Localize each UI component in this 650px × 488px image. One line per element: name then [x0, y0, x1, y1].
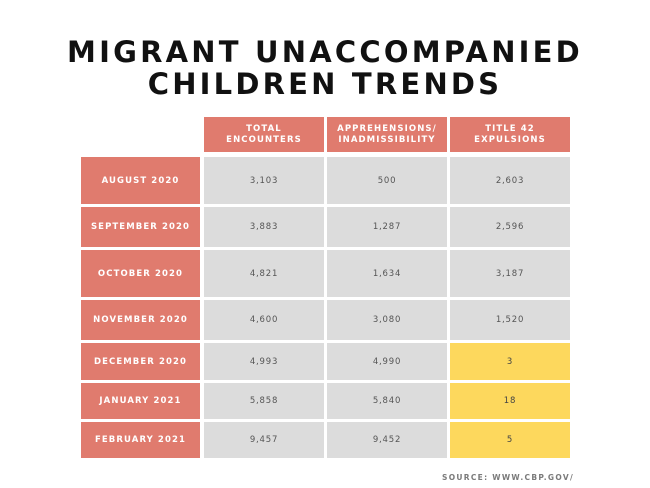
- table-cell: 5,858: [204, 383, 324, 419]
- column-header-line-2: INADMISSIBILITY: [338, 134, 436, 145]
- source-note: SOURCE: WWW.CBP.GOV/: [442, 473, 574, 482]
- table-cell-highlighted: 5: [450, 422, 570, 458]
- row-label: FEBRUARY 2021: [81, 422, 200, 458]
- column-header-line-1: APPREHENSIONS/: [337, 123, 437, 134]
- chart-title-line-1: MIGRANT UNACCOMPANIED: [67, 35, 583, 69]
- column-header: TOTAL ENCOUNTERS: [204, 117, 324, 152]
- table-cell: 2,603: [450, 157, 570, 204]
- table-cell: 1,634: [327, 250, 447, 297]
- table-cell: 500: [327, 157, 447, 204]
- table-cell: 3,080: [327, 300, 447, 340]
- table-cell: 9,452: [327, 422, 447, 458]
- table-cell-highlighted: 3: [450, 343, 570, 380]
- chart-title-line-2: CHILDREN TRENDS: [147, 67, 503, 101]
- column-header: TITLE 42 EXPULSIONS: [450, 117, 570, 152]
- table-cell: 9,457: [204, 422, 324, 458]
- row-label: SEPTEMBER 2020: [81, 207, 200, 247]
- table-cell: 2,596: [450, 207, 570, 247]
- row-label: JANUARY 2021: [81, 383, 200, 419]
- row-label: NOVEMBER 2020: [81, 300, 200, 340]
- table-cell: 1,520: [450, 300, 570, 340]
- table-cell: 3,187: [450, 250, 570, 297]
- table-cell: 5,840: [327, 383, 447, 419]
- table-cell: 3,103: [204, 157, 324, 204]
- column-header-line-2: ENCOUNTERS: [226, 134, 302, 145]
- table-cell: 4,600: [204, 300, 324, 340]
- table-cell-highlighted: 18: [450, 383, 570, 419]
- column-header: APPREHENSIONS/INADMISSIBILITY: [327, 117, 447, 152]
- column-header-line-1: TITLE 42: [485, 123, 535, 134]
- row-label: DECEMBER 2020: [81, 343, 200, 380]
- column-header-line-1: TOTAL: [246, 123, 282, 134]
- table-cell: 3,883: [204, 207, 324, 247]
- row-label: AUGUST 2020: [81, 157, 200, 204]
- table-cell: 1,287: [327, 207, 447, 247]
- table-cell: 4,821: [204, 250, 324, 297]
- table-cell: 4,990: [327, 343, 447, 380]
- column-header-line-2: EXPULSIONS: [474, 134, 546, 145]
- table-cell: 4,993: [204, 343, 324, 380]
- row-label: OCTOBER 2020: [81, 250, 200, 297]
